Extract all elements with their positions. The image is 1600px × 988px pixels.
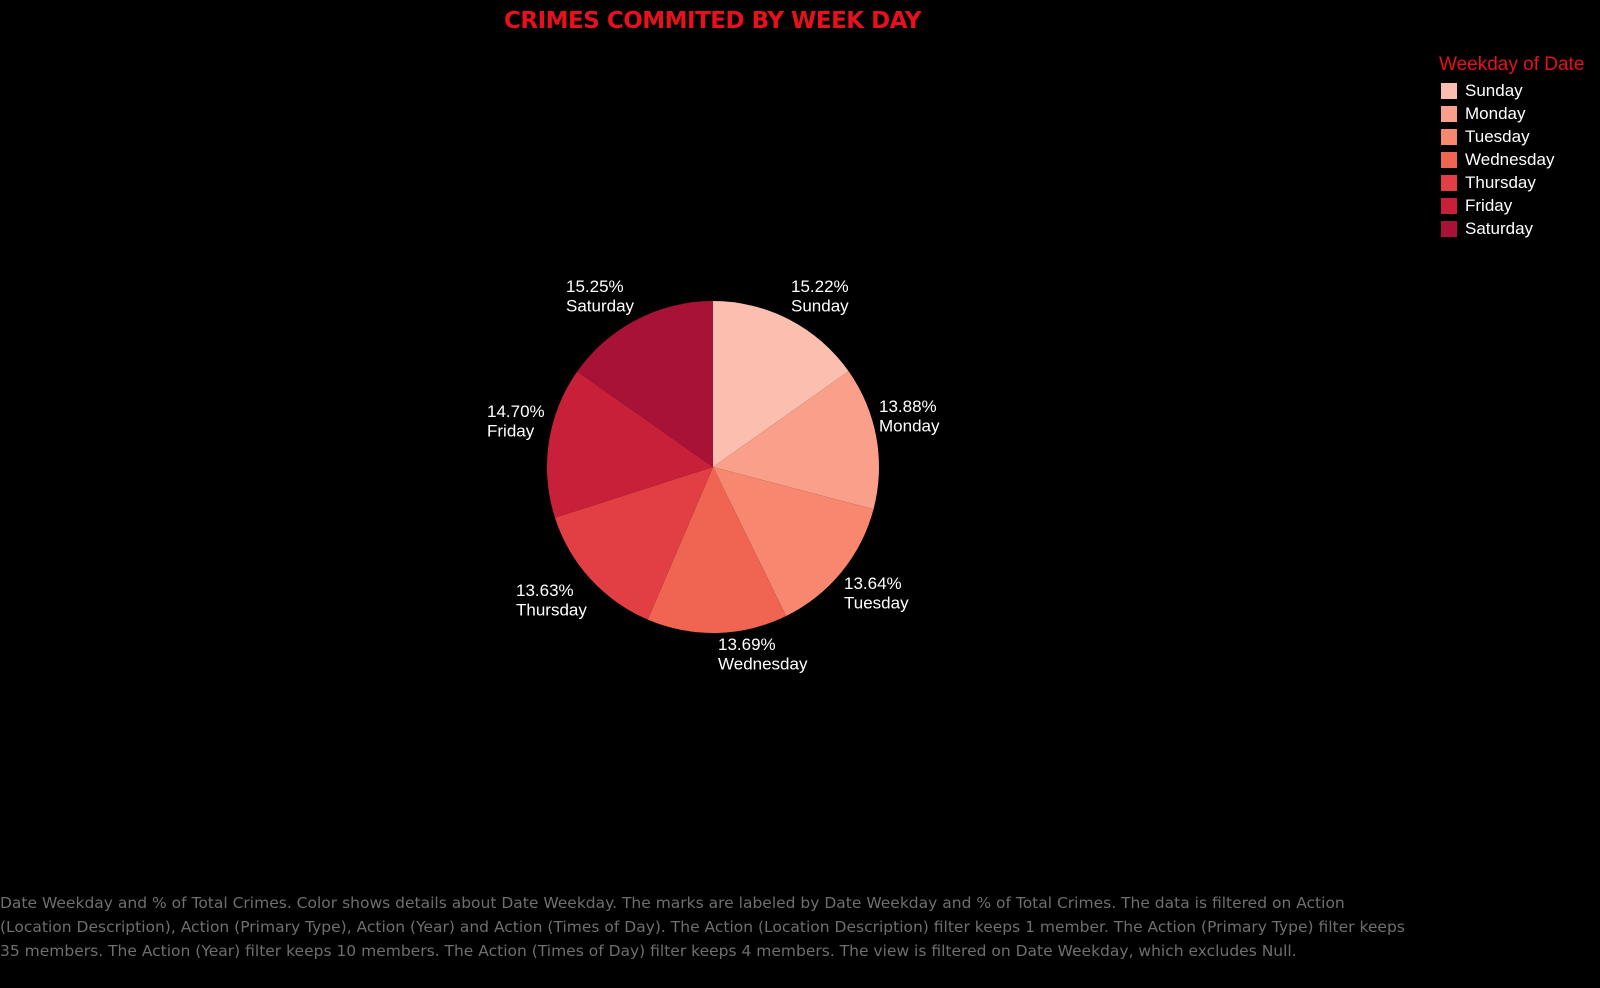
slice-day-sunday: Sunday [791,297,849,316]
legend: Weekday of Date Sunday Monday Tuesday Wedne… [1439,54,1600,240]
slice-day-wednesday: Wednesday [718,655,808,674]
slice-day-thursday: Thursday [516,601,587,620]
slice-label-sunday: 15.22% Sunday [791,277,849,316]
legend-item-monday[interactable]: Monday [1439,102,1600,125]
slice-day-monday: Monday [879,417,940,436]
slice-label-wednesday: 13.69% Wednesday [718,635,808,674]
pie-slice-thursday[interactable] [554,467,713,620]
chart-title: CRIMES COMMITED BY WEEK DAY [504,8,922,34]
slice-day-saturday: Saturday [566,297,635,316]
legend-item-saturday[interactable]: Saturday [1439,217,1600,240]
legend-items: Sunday Monday Tuesday Wednesday Thursday Frid… [1439,79,1600,240]
legend-item-sunday[interactable]: Sunday [1439,79,1600,102]
slice-percent-sunday: 15.22% [791,277,849,296]
pie-slice-sunday[interactable] [713,301,849,467]
pie-slice-tuesday[interactable] [713,467,874,617]
chart-caption: Date Weekday and % of Total Crimes. Colo… [0,894,1405,960]
slice-percent-tuesday: 13.64% [844,574,902,593]
legend-swatch [1441,197,1457,214]
pie-slice-saturday[interactable] [577,301,713,467]
legend-swatch [1441,174,1457,191]
legend-swatch [1441,151,1457,168]
legend-label: Wednesday [1465,149,1555,169]
legend-swatch [1441,82,1457,99]
slice-label-tuesday: 13.64% Tuesday [844,574,909,613]
legend-label: Tuesday [1465,126,1530,146]
slice-label-monday: 13.88% Monday [879,397,940,436]
slice-day-friday: Friday [487,422,535,441]
legend-label: Sunday [1465,80,1523,100]
legend-item-thursday[interactable]: Thursday [1439,171,1600,194]
legend-label: Saturday [1465,218,1534,238]
slice-day-tuesday: Tuesday [844,594,909,613]
legend-label: Friday [1465,195,1513,215]
pie-slice-friday[interactable] [546,371,713,518]
legend-swatch [1441,220,1457,237]
legend-item-friday[interactable]: Friday [1439,194,1600,217]
slice-percent-friday: 14.70% [487,402,545,421]
slice-label-friday: 14.70% Friday [487,402,545,441]
legend-item-wednesday[interactable]: Wednesday [1439,148,1600,171]
legend-swatch [1441,128,1457,145]
pie-slice-wednesday[interactable] [647,467,787,634]
slice-percent-monday: 13.88% [879,397,937,416]
legend-swatch [1441,105,1457,122]
legend-label: Monday [1465,103,1526,123]
slice-label-saturday: 15.25% Saturday [566,277,635,316]
pie-slice-monday[interactable] [713,371,879,510]
slice-label-thursday: 13.63% Thursday [516,581,587,620]
slice-percent-wednesday: 13.69% [718,635,776,654]
legend-title: Weekday of Date [1439,54,1585,75]
legend-item-tuesday[interactable]: Tuesday [1439,125,1600,148]
slice-percent-thursday: 13.63% [516,581,574,600]
legend-label: Thursday [1465,172,1536,192]
pie-slices [546,301,879,634]
slice-percent-saturday: 15.25% [566,277,624,296]
